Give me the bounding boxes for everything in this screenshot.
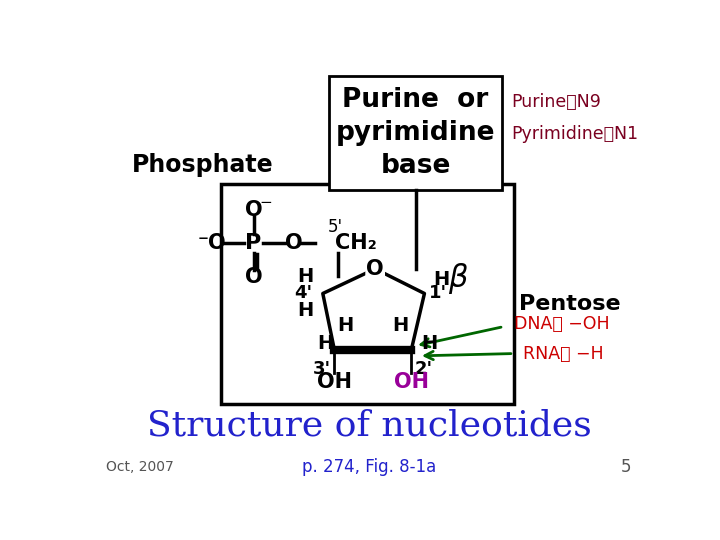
Bar	[329, 76, 503, 190]
Text: 5': 5'	[328, 218, 343, 235]
Text: 4': 4'	[294, 285, 312, 302]
Text: OH: OH	[317, 372, 352, 392]
Text: Pentose: Pentose	[519, 294, 621, 314]
Text: 1': 1'	[429, 285, 447, 302]
Text: −: −	[260, 195, 272, 210]
Text: 5: 5	[621, 458, 631, 476]
Text: RNA： −H: RNA： −H	[523, 345, 603, 362]
Text: O: O	[245, 200, 262, 220]
Text: Purine：N9: Purine：N9	[511, 93, 601, 111]
Text: O: O	[366, 259, 384, 279]
Text: CH₂: CH₂	[335, 233, 377, 253]
Text: H: H	[392, 315, 409, 335]
Text: P: P	[246, 233, 261, 253]
Text: p. 274, Fig. 8-1a: p. 274, Fig. 8-1a	[302, 458, 436, 476]
Text: O: O	[245, 267, 262, 287]
Text: ⁻O: ⁻O	[197, 233, 226, 253]
Bar	[221, 184, 514, 403]
Text: Structure of nucleotides: Structure of nucleotides	[147, 408, 591, 442]
Text: O: O	[284, 233, 302, 253]
Text: DNA： −OH: DNA： −OH	[514, 315, 609, 333]
Text: 3': 3'	[312, 361, 330, 379]
Text: Purine  or
pyrimidine
base: Purine or pyrimidine base	[336, 87, 495, 179]
Text: Phosphate: Phosphate	[132, 153, 274, 177]
Text: Oct, 2007: Oct, 2007	[106, 460, 174, 474]
Text: H: H	[422, 334, 438, 353]
Text: β: β	[448, 264, 467, 294]
Text: H: H	[298, 267, 314, 286]
Text: 2': 2'	[415, 361, 433, 379]
Text: Pyrimidine：N1: Pyrimidine：N1	[511, 125, 639, 143]
Text: H: H	[433, 270, 449, 289]
Text: H: H	[298, 301, 314, 320]
Text: H: H	[337, 315, 354, 335]
Text: OH: OH	[394, 372, 429, 392]
Text: H: H	[317, 334, 333, 353]
